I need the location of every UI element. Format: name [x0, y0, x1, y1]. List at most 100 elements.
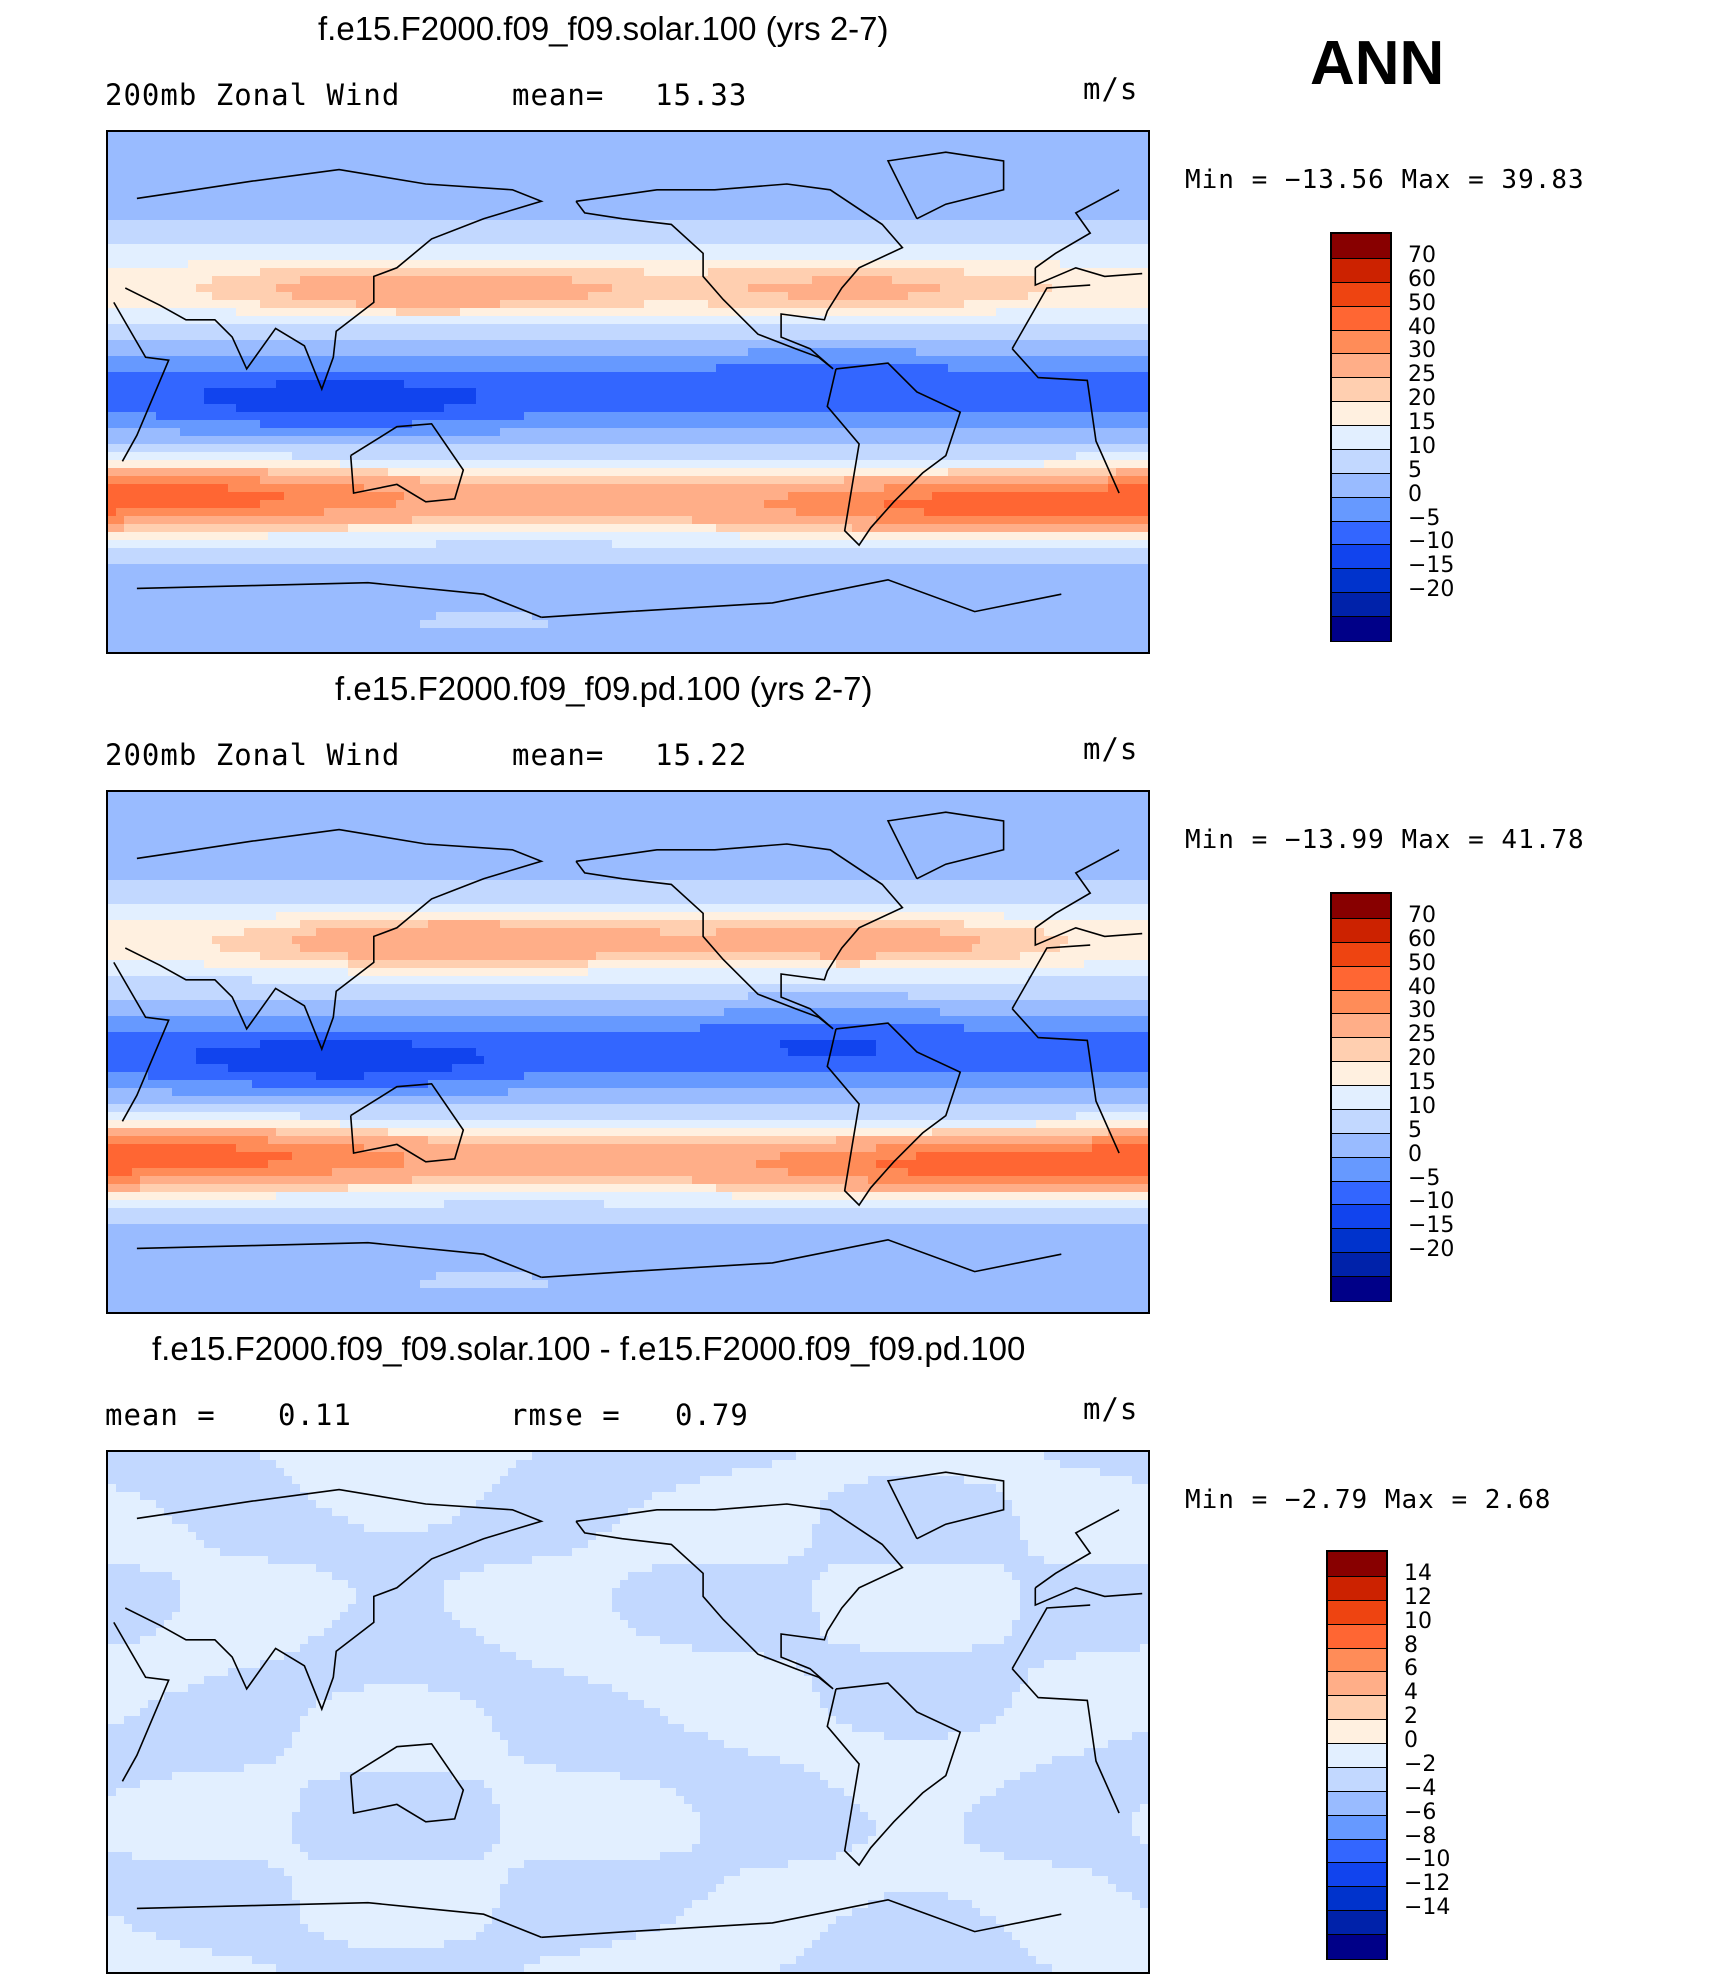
coastline [136, 1901, 542, 1939]
coastline [826, 1682, 962, 1867]
colorbar-swatch [1332, 1132, 1390, 1158]
colorbar-swatch [1328, 1790, 1386, 1816]
colorbar-swatch [1328, 1695, 1386, 1721]
colorbar-swatch [1332, 377, 1390, 403]
colorbar-tick-label: 14 [1404, 1561, 1432, 1586]
panel1-min-max: Min = −13.56 Max = 39.83 [1185, 165, 1585, 195]
colorbar-tick-label: −8 [1404, 1824, 1436, 1849]
colorbar-swatch [1332, 257, 1390, 283]
colorbar-swatch [1328, 1862, 1386, 1888]
panel3-rmse-value: 0.79 [675, 1398, 749, 1432]
colorbar-swatch [1332, 472, 1390, 498]
colorbar-swatch [1332, 353, 1390, 379]
colorbar-swatch [1328, 1934, 1386, 1959]
coastline [113, 301, 170, 462]
panel3-mean-label: mean = [105, 1398, 216, 1432]
colorbar-tick-label: 5 [1408, 1118, 1422, 1143]
coastline [1034, 266, 1143, 287]
colorbar-tick-label: −20 [1408, 1237, 1454, 1262]
colorbar-swatch [1332, 425, 1390, 450]
colorbar-tick-label: −5 [1408, 506, 1440, 531]
colorbar-swatch [1328, 1552, 1386, 1576]
panel1-mean-label: mean= [512, 78, 604, 112]
colorbar-swatch [1332, 894, 1390, 918]
colorbar-tick-label: 70 [1408, 903, 1436, 928]
coastline [575, 1503, 904, 1690]
colorbar-tick-label: 15 [1408, 410, 1436, 435]
panel2-min-max: Min = −13.99 Max = 41.78 [1185, 825, 1585, 855]
panel3-mean-value: 0.11 [278, 1398, 352, 1432]
coastline [1011, 348, 1120, 494]
colorbar-tick-label: 5 [1408, 458, 1422, 483]
coastline [575, 843, 904, 1030]
coastline [1034, 1586, 1143, 1607]
colorbar-tick-label: 8 [1404, 1633, 1418, 1658]
colorbar-tick-label: 20 [1408, 386, 1436, 411]
colorbar-tick-label: −14 [1404, 1895, 1450, 1920]
colorbar-tick-label: −15 [1408, 1213, 1454, 1238]
coastline [113, 961, 170, 1122]
colorbar-swatch [1332, 965, 1390, 991]
coastline [1034, 1509, 1120, 1589]
panel3-title: f.e15.F2000.f09_f09.solar.100 - f.e15.F2… [152, 1330, 1025, 1368]
colorbar-tick-label: −2 [1404, 1752, 1436, 1777]
colorbar-swatch [1332, 568, 1390, 594]
panel3-colorbar [1326, 1550, 1388, 1960]
coastline [1034, 926, 1143, 947]
coastline [124, 168, 544, 392]
panel3-contour-field [108, 1452, 1148, 1972]
coastline [124, 828, 544, 1052]
colorbar-tick-label: 6 [1404, 1656, 1418, 1681]
colorbar-swatch [1332, 941, 1390, 967]
colorbar-swatch [1328, 1910, 1386, 1936]
colorbar-swatch [1332, 234, 1390, 258]
colorbar-swatch [1332, 281, 1390, 307]
colorbar-tick-label: 40 [1408, 315, 1436, 340]
coastline [1011, 1008, 1120, 1154]
panel3-units: m/s [1083, 1392, 1138, 1426]
coastline [886, 151, 1005, 220]
colorbar-tick-label: 40 [1408, 975, 1436, 1000]
panel1-map [106, 130, 1150, 654]
colorbar-swatch [1328, 1814, 1386, 1840]
coastline [826, 362, 962, 547]
colorbar-swatch [1328, 1886, 1386, 1912]
colorbar-tick-label: 10 [1404, 1609, 1432, 1634]
coastline [349, 1742, 465, 1823]
coastline [136, 1241, 542, 1279]
colorbar-swatch [1332, 1228, 1390, 1254]
panel2-map [106, 790, 1150, 1314]
colorbar-swatch [1328, 1671, 1386, 1697]
colorbar-swatch [1332, 305, 1390, 331]
colorbar-swatch [1328, 1623, 1386, 1649]
colorbar-swatch [1332, 1252, 1390, 1278]
colorbar-swatch [1332, 496, 1390, 522]
coastline [1011, 284, 1091, 350]
colorbar-tick-label: 50 [1408, 951, 1436, 976]
colorbar-tick-label: 30 [1408, 998, 1436, 1023]
colorbar-tick-label: 60 [1408, 267, 1436, 292]
colorbar-swatch [1332, 1037, 1390, 1063]
colorbar-swatch [1332, 1276, 1390, 1301]
panel1-contour-field [108, 132, 1148, 652]
colorbar-tick-label: 0 [1408, 482, 1422, 507]
colorbar-swatch [1332, 1085, 1390, 1110]
colorbar-swatch [1332, 1013, 1390, 1039]
coastline [826, 1022, 962, 1207]
panel2-units: m/s [1083, 732, 1138, 766]
panel1-mean-value: 15.33 [655, 78, 747, 112]
panel3-rmse-label: rmse = [510, 1398, 621, 1432]
colorbar-tick-label: 10 [1408, 1094, 1436, 1119]
colorbar-swatch [1332, 520, 1390, 546]
season-label: ANN [1310, 28, 1444, 99]
panel2-mean-label: mean= [512, 738, 604, 772]
colorbar-swatch [1332, 544, 1390, 570]
colorbar-tick-label: 30 [1408, 338, 1436, 363]
panel2-contour-field [108, 792, 1148, 1312]
colorbar-swatch [1328, 1647, 1386, 1673]
colorbar-swatch [1332, 448, 1390, 474]
colorbar-swatch [1332, 1204, 1390, 1230]
colorbar-tick-label: 15 [1408, 1070, 1436, 1095]
colorbar-swatch [1332, 616, 1390, 641]
panel1-field-label: 200mb Zonal Wind [105, 78, 400, 112]
